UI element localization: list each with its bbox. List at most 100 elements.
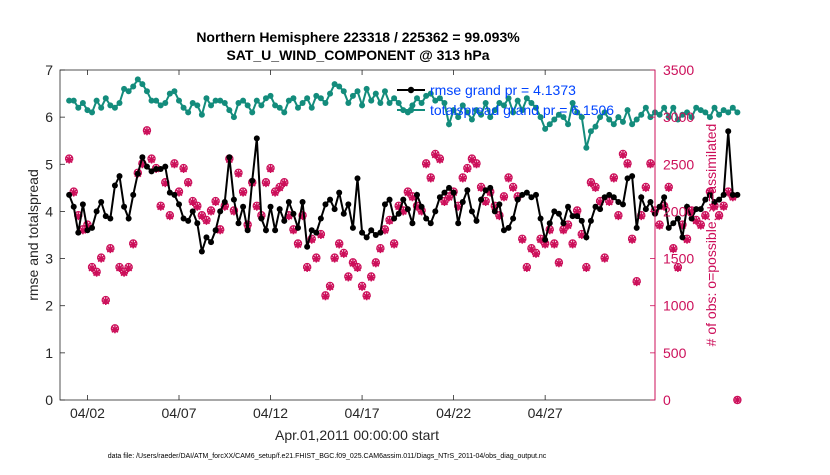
rmse-point bbox=[244, 227, 251, 234]
totalspread-point bbox=[674, 116, 681, 123]
rmse-point bbox=[597, 206, 604, 213]
totalspread-point bbox=[121, 85, 128, 92]
totalspread-point bbox=[537, 114, 544, 121]
asterisk-stroke bbox=[115, 264, 124, 272]
rmse-point bbox=[153, 166, 160, 172]
obs-assimilated-point bbox=[303, 264, 312, 272]
totalspread-point bbox=[473, 107, 480, 114]
obs-assimilated-point bbox=[371, 259, 380, 268]
totalspread-point bbox=[711, 104, 718, 111]
totalspread-point bbox=[441, 100, 448, 106]
rmse-point bbox=[661, 194, 668, 201]
asterisk-stroke bbox=[482, 198, 490, 206]
rmse-point bbox=[130, 191, 137, 198]
asterisk-stroke bbox=[326, 283, 334, 291]
totalspread-point bbox=[285, 97, 292, 104]
rmse-point bbox=[299, 199, 306, 205]
obs-assimilated-point bbox=[710, 202, 719, 211]
totalspread-point bbox=[203, 95, 210, 102]
x-tick-label: 04/17 bbox=[345, 405, 380, 421]
rmse-point bbox=[624, 175, 631, 182]
asterisk-stroke bbox=[436, 156, 444, 164]
asterisk-stroke bbox=[733, 396, 741, 404]
asterisk-stroke bbox=[170, 160, 178, 168]
rmse-point bbox=[418, 203, 425, 210]
rmse-point bbox=[404, 206, 411, 213]
asterisk-stroke bbox=[253, 203, 261, 211]
asterisk-stroke bbox=[541, 240, 549, 248]
asterisk-stroke bbox=[614, 212, 622, 220]
rmse-point bbox=[198, 248, 205, 255]
asterisk-stroke bbox=[669, 245, 677, 253]
asterisk-stroke bbox=[505, 174, 513, 182]
data-file-footer: data file: /Users/raeder/DAI/ATM_forcXX/… bbox=[108, 453, 547, 460]
totalspread-point bbox=[139, 81, 146, 88]
rmse-point bbox=[533, 191, 539, 198]
asterisk-stroke bbox=[527, 245, 535, 253]
totalspread-point bbox=[349, 92, 356, 99]
rmse-point bbox=[688, 215, 695, 222]
obs-assimilated-point bbox=[458, 174, 467, 183]
rmse-point bbox=[240, 203, 247, 210]
asterisk-stroke bbox=[591, 184, 600, 192]
totalspread-point bbox=[423, 92, 430, 99]
totalspread-point bbox=[432, 97, 439, 104]
obs-assimilated-point bbox=[715, 212, 724, 221]
totalspread-point bbox=[363, 85, 370, 92]
rmse-point bbox=[638, 194, 645, 201]
rmse-point bbox=[368, 227, 375, 234]
totalspread-point bbox=[679, 111, 686, 118]
rmse-point bbox=[121, 203, 128, 210]
asterisk-stroke bbox=[312, 255, 320, 263]
asterisk-stroke bbox=[459, 174, 467, 182]
totalspread-point bbox=[276, 104, 283, 111]
asterisk-stroke bbox=[331, 255, 339, 263]
asterisk-stroke bbox=[390, 240, 398, 248]
obs-assimilated-point bbox=[261, 179, 270, 188]
asterisk-stroke bbox=[555, 259, 563, 267]
rmse-point bbox=[706, 191, 713, 198]
totalspread-point bbox=[587, 128, 594, 135]
obs-assimilated-point bbox=[463, 165, 472, 173]
rmse-point bbox=[317, 215, 324, 222]
asterisk-stroke bbox=[125, 264, 133, 272]
totalspread-point bbox=[500, 102, 507, 109]
rmse-point bbox=[601, 194, 608, 201]
totalspread-point bbox=[533, 104, 539, 111]
rmse-point bbox=[450, 189, 457, 196]
totalspread-point bbox=[436, 95, 443, 102]
obs-assimilated-point bbox=[358, 282, 367, 291]
obs-assimilated-point bbox=[518, 235, 527, 244]
rmse-point bbox=[162, 163, 169, 170]
totalspread-point bbox=[340, 88, 347, 95]
obs-assimilated-point bbox=[527, 245, 536, 254]
asterisk-stroke bbox=[532, 250, 540, 258]
y-tick-label-right: 3500 bbox=[663, 62, 694, 78]
obs-assimilated-point bbox=[207, 207, 216, 216]
obs-assimilated-point bbox=[97, 254, 106, 263]
rmse-point bbox=[208, 239, 215, 246]
totalspread-point bbox=[414, 95, 420, 102]
obs-assimilated-point bbox=[609, 174, 618, 183]
rmse-point bbox=[221, 199, 228, 205]
obs-assimilated-point bbox=[312, 254, 321, 263]
asterisk-stroke bbox=[340, 250, 348, 258]
asterisk-stroke bbox=[129, 240, 137, 248]
totalspread-point bbox=[391, 95, 398, 102]
x-tick-label: 04/27 bbox=[528, 405, 563, 421]
rmse-point bbox=[336, 189, 343, 196]
asterisk-stroke bbox=[106, 245, 114, 253]
obs-assimilated-point bbox=[509, 183, 518, 192]
totalspread-point bbox=[578, 114, 585, 121]
totalspread-point bbox=[569, 100, 576, 106]
rmse-point bbox=[185, 217, 192, 224]
totalspread-point bbox=[427, 90, 434, 97]
asterisk-stroke bbox=[573, 207, 581, 215]
totalspread-point bbox=[198, 111, 205, 118]
asterisk-stroke bbox=[358, 283, 366, 291]
asterisk-stroke bbox=[596, 198, 604, 206]
rmse-point bbox=[592, 203, 599, 210]
rmse-point bbox=[587, 217, 594, 224]
obs-assimilated-point bbox=[239, 188, 248, 197]
rmse-point bbox=[235, 220, 242, 227]
